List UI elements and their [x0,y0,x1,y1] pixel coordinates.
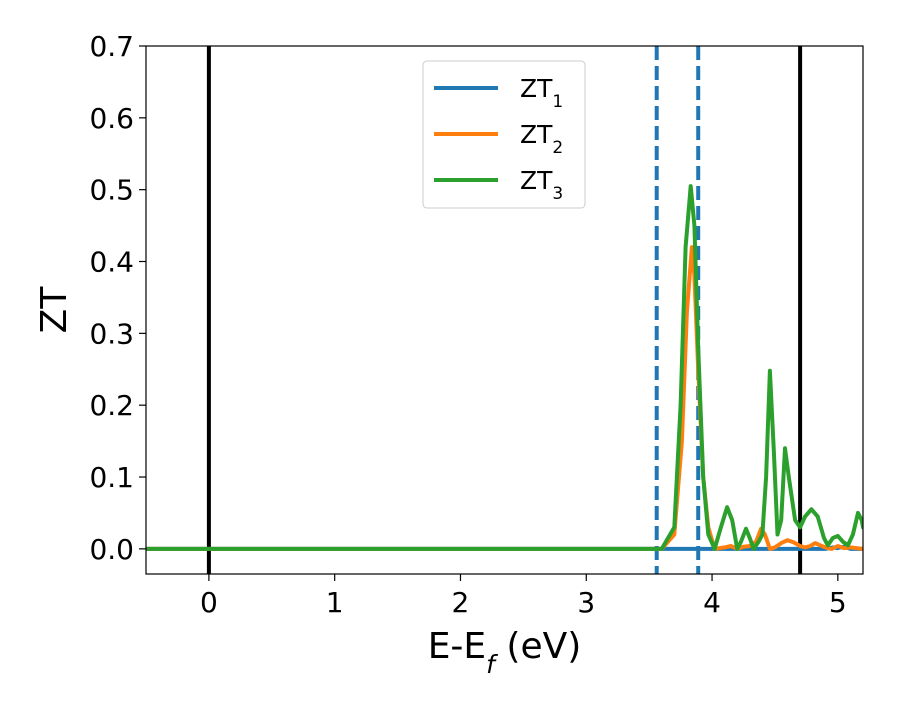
legend: ZT1 ZT2 ZT3 [422,60,586,209]
x-tick-label: 5 [829,586,847,619]
y-tick-label: 0.2 [89,389,134,422]
x-title-unit: (eV) [495,626,581,667]
legend-label-ZT2: ZT2 [520,120,563,158]
y-tick-label: 0.1 [89,461,134,494]
y-tick-label: 0.4 [89,246,134,279]
y-tick-label: 0.6 [89,102,134,135]
x-tick-label: 4 [703,586,721,619]
series-line-ZT3 [146,184,863,551]
y-tick-label: 0.0 [89,533,134,566]
y-tick-label: 0.7 [89,30,134,63]
x-tick-label: 0 [200,586,218,619]
y-tick-label: 0.5 [89,174,134,207]
series-line-ZT2 [146,245,863,551]
plot-frame [145,45,864,575]
x-tick-label: 1 [326,586,344,619]
y-tick-label: 0.3 [89,317,134,350]
x-tick-label: 2 [452,586,470,619]
x-tick-label: 3 [577,586,595,619]
y-axis-ticks: 0.0 0.1 0.2 0.3 0.4 0.5 0.6 0.7 [89,30,146,566]
y-axis-title: ZT [34,286,75,334]
legend-label-ZT3: ZT3 [520,166,563,204]
legend-box [422,60,586,209]
x-title-main: E-E [428,626,486,667]
legend-label-ZT1: ZT1 [520,74,563,112]
series-lines [146,184,863,551]
x-axis-title: E-Ef (eV) [428,626,582,679]
x-axis-ticks: 0 1 2 3 4 5 [200,574,847,619]
